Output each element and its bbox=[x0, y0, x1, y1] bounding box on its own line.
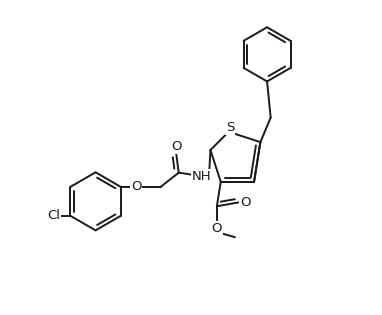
Text: Cl: Cl bbox=[47, 209, 60, 222]
Text: S: S bbox=[226, 122, 234, 135]
Text: O: O bbox=[131, 180, 141, 193]
Text: O: O bbox=[171, 140, 181, 153]
Text: O: O bbox=[240, 196, 251, 209]
Text: O: O bbox=[212, 222, 222, 235]
Text: NH: NH bbox=[192, 170, 212, 183]
